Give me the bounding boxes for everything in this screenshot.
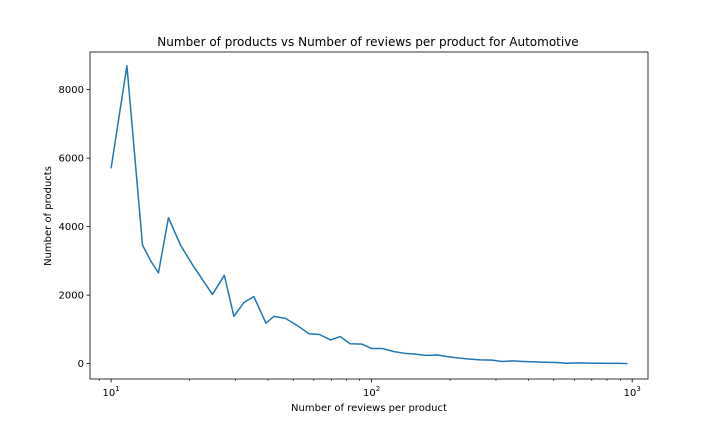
x-axis-label: Number of reviews per product: [291, 403, 447, 414]
y-tick-label-3: 6000: [59, 154, 84, 165]
chart-title: Number of products vs Number of reviews …: [157, 35, 578, 49]
y-axis-label: Number of products: [43, 166, 54, 266]
series-line-0: [110, 64, 628, 365]
y-tick-label-2: 4000: [59, 222, 84, 233]
y-tick-label-0: 0: [78, 359, 84, 370]
y-tick-label-4: 8000: [59, 85, 84, 96]
x-axis: 101 102 103: [98, 379, 641, 399]
x-tick-label-2: 103: [624, 385, 641, 399]
x-tick-label-1: 102: [363, 385, 380, 399]
plot-area: [89, 51, 649, 380]
plot-frame: [89, 51, 649, 380]
y-tick-label-1: 2000: [59, 291, 84, 302]
x-tick-label-0: 101: [102, 385, 119, 399]
series-layer: [110, 64, 628, 365]
y-axis: 0 2000 4000 6000 8000: [59, 85, 90, 370]
